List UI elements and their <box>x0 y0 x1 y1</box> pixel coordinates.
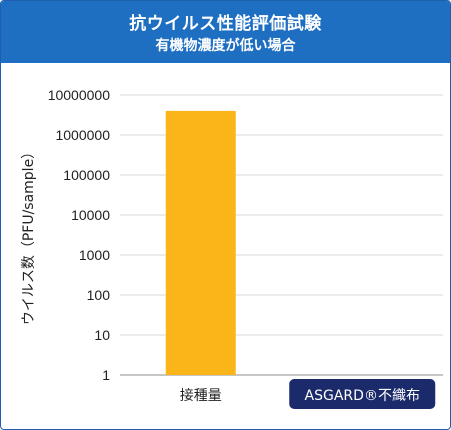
x-category-label: 接種量 <box>180 387 222 404</box>
x-category-label: ASGARD®不織布 <box>305 388 420 404</box>
y-tick-label: 100 <box>87 287 111 303</box>
y-tick-label: 1 <box>102 367 110 383</box>
y-axis-label: ウイルス数（PFU/sample） <box>21 145 37 325</box>
category-badge <box>289 379 436 409</box>
chart-title: 抗ウイルス性能評価試験 <box>129 14 322 34</box>
y-tick-label: 10 <box>94 327 110 343</box>
bar-1 <box>165 110 236 375</box>
y-tick-label: 1000 <box>79 247 110 263</box>
y-tick-label: 1000000 <box>55 127 110 143</box>
y-tick-label: 10000 <box>71 207 110 223</box>
y-tick-label: 100000 <box>63 167 110 183</box>
y-tick-label: 10000000 <box>48 87 111 103</box>
chart-subtitle: 有機物濃度が低い場合 <box>155 38 296 54</box>
chart-header: 抗ウイルス性能評価試験 有機物濃度が低い場合 <box>1 1 450 63</box>
